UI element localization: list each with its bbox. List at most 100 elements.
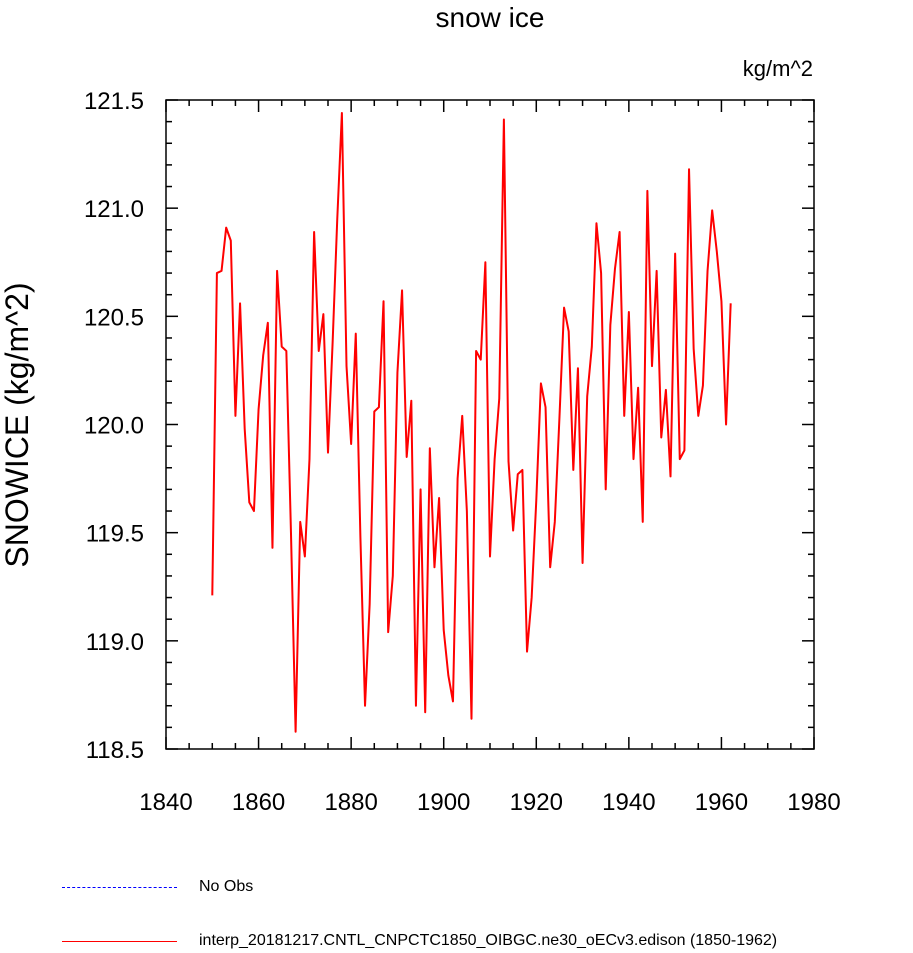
- data-point: [327, 452, 329, 454]
- data-point: [637, 387, 639, 389]
- data-point: [591, 346, 593, 348]
- data-point: [443, 629, 445, 631]
- data-point: [304, 555, 306, 557]
- data-point: [568, 330, 570, 332]
- data-point: [558, 417, 560, 419]
- data-point: [707, 270, 709, 272]
- x-tick-label: 1920: [510, 789, 563, 816]
- series-group: [211, 111, 732, 733]
- legend-label: No Obs: [199, 878, 254, 895]
- y-tick-label: 118.5: [86, 737, 144, 764]
- x-tick-label: 1880: [324, 789, 377, 816]
- data-point: [693, 348, 695, 350]
- data-point: [582, 562, 584, 564]
- data-point: [276, 270, 278, 272]
- data-point: [369, 603, 371, 605]
- data-point: [244, 428, 246, 430]
- data-point: [679, 458, 681, 460]
- data-point: [438, 497, 440, 499]
- data-point: [475, 350, 477, 352]
- data-point: [614, 268, 616, 270]
- data-point: [433, 566, 435, 568]
- data-point: [225, 227, 227, 229]
- data-point: [267, 322, 269, 324]
- data-point: [383, 300, 385, 302]
- data-point: [665, 389, 667, 391]
- legend-item-no-obs: No Obs: [62, 878, 253, 896]
- legend-swatch-dashed-blue: [62, 886, 177, 888]
- data-point: [619, 231, 621, 233]
- data-point: [239, 302, 241, 304]
- data-point: [295, 731, 297, 733]
- data-point: [651, 365, 653, 367]
- series-line: [211, 111, 732, 733]
- units-label: kg/m^2: [743, 56, 813, 81]
- data-point: [605, 488, 607, 490]
- legend-label: interp_20181217.CNTL_CNPCTC1850_OIBGC.ne…: [199, 932, 778, 949]
- data-point: [355, 333, 357, 335]
- data-point: [258, 408, 260, 410]
- data-point: [586, 395, 588, 397]
- plot-frame: [165, 99, 815, 750]
- x-tick-label: 1900: [417, 789, 470, 816]
- data-point: [234, 415, 236, 417]
- data-point: [406, 456, 408, 458]
- data-point: [410, 400, 412, 402]
- x-tick-label: 1860: [232, 789, 285, 816]
- data-point: [336, 218, 338, 220]
- data-point: [683, 449, 685, 451]
- data-point: [730, 302, 732, 304]
- data-point: [609, 324, 611, 326]
- data-point: [670, 475, 672, 477]
- data-point: [401, 289, 403, 291]
- data-point: [660, 436, 662, 438]
- data-point: [364, 705, 366, 707]
- data-point: [285, 350, 287, 352]
- data-point: [466, 510, 468, 512]
- data-point: [489, 555, 491, 557]
- y-tick-label: 120.0: [84, 413, 144, 440]
- data-point: [517, 473, 519, 475]
- data-point: [346, 365, 348, 367]
- data-point: [392, 575, 394, 577]
- data-point: [623, 415, 625, 417]
- data-point: [600, 272, 602, 274]
- data-point: [480, 359, 482, 361]
- data-point: [716, 250, 718, 252]
- data-point: [216, 272, 218, 274]
- data-point: [656, 270, 658, 272]
- data-point: [503, 118, 505, 120]
- data-point: [313, 231, 315, 233]
- data-point: [396, 372, 398, 374]
- data-point: [628, 311, 630, 313]
- x-tick-label: 1840: [139, 789, 192, 816]
- data-point: [281, 346, 283, 348]
- chart-title: snow ice: [436, 2, 545, 33]
- data-point: [554, 521, 556, 523]
- data-point: [271, 547, 273, 549]
- data-point: [290, 532, 292, 534]
- data-point: [642, 521, 644, 523]
- y-tick-label: 120.5: [84, 304, 144, 331]
- data-point: [535, 499, 537, 501]
- data-point: [318, 350, 320, 352]
- y-tick-label: 121.5: [84, 88, 144, 115]
- data-point: [262, 354, 264, 356]
- data-point: [711, 209, 713, 211]
- data-point: [332, 341, 334, 343]
- data-point: [540, 382, 542, 384]
- data-point: [378, 406, 380, 408]
- data-point: [632, 458, 634, 460]
- data-point: [646, 190, 648, 192]
- data-point: [512, 530, 514, 532]
- y-axis-label: SNOWICE (kg/m^2): [0, 282, 35, 567]
- data-point: [424, 711, 426, 713]
- data-point: [494, 458, 496, 460]
- data-point: [720, 300, 722, 302]
- data-point: [498, 398, 500, 400]
- data-point: [248, 501, 250, 503]
- axis-ticks: 1840 1860 1880 1900 1920 1940 1960 1980 118.5 119…: [84, 88, 841, 816]
- data-point: [221, 270, 223, 272]
- data-point: [702, 385, 704, 387]
